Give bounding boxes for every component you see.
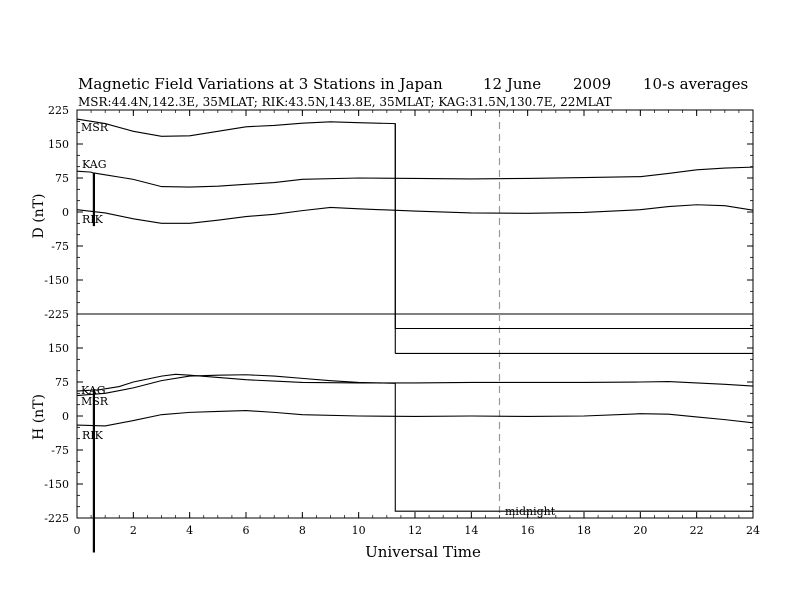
station-label-msr-d: MSR — [81, 121, 109, 134]
ylabel-h: H (nT) — [31, 394, 47, 440]
xtick-label: 4 — [186, 524, 193, 537]
series-msr-h — [77, 374, 753, 512]
xlabel: Universal Time — [365, 543, 481, 561]
ytick-label: 75 — [55, 376, 69, 389]
chart-date: 12 June — [483, 75, 541, 93]
stations-line: MSR:44.4N,142.3E, 35MLAT; RIK:43.5N,143.… — [78, 95, 612, 109]
ytick-label: -75 — [51, 444, 69, 457]
ytick-label: -225 — [44, 512, 69, 525]
station-label-kag-h: KAG — [81, 384, 106, 397]
xtick-label: 18 — [577, 524, 591, 537]
series-rik-d — [76, 204, 754, 224]
ytick-label: 150 — [48, 342, 69, 355]
ytick-label: -150 — [44, 274, 69, 287]
xtick-label: 14 — [464, 524, 478, 537]
xtick-label: 0 — [74, 524, 81, 537]
ytick-label: 0 — [62, 206, 69, 219]
xtick-label: 24 — [746, 524, 760, 537]
panel-frame-d — [76, 109, 754, 315]
midnight-label: midnight — [505, 505, 556, 518]
ytick-label: 225 — [48, 104, 69, 117]
ytick-label: 150 — [48, 138, 69, 151]
xtick-label: 20 — [633, 524, 647, 537]
station-label-rik-h: RIK — [82, 429, 104, 442]
xtick-label: 22 — [690, 524, 704, 537]
series-msr-d — [76, 118, 753, 330]
xtick-label: 12 — [408, 524, 422, 537]
chart-title: Magnetic Field Variations at 3 Stations … — [78, 75, 443, 93]
station-label-kag-d: KAG — [82, 158, 107, 171]
series-rik-h — [77, 410, 753, 427]
chart-year: 2009 — [573, 75, 611, 93]
station-label-rik-d: RIK — [82, 213, 104, 226]
ytick-label: -150 — [44, 478, 69, 491]
ytick-label: -75 — [51, 240, 69, 253]
xtick-label: 2 — [130, 524, 137, 537]
ytick-label: 75 — [55, 172, 69, 185]
series-kag-d — [76, 166, 754, 227]
xtick-label: 6 — [243, 524, 250, 537]
ytick-label: 0 — [62, 410, 69, 423]
station-label-msr-h: MSR — [81, 395, 109, 408]
ytick-label: -225 — [44, 308, 69, 321]
chart-averaging: 10-s averages — [643, 75, 748, 93]
ylabel-d: D (nT) — [31, 194, 47, 239]
xtick-label: 10 — [352, 524, 366, 537]
series-kag-h — [76, 373, 754, 553]
xtick-label: 16 — [521, 524, 535, 537]
xtick-label: 8 — [299, 524, 306, 537]
